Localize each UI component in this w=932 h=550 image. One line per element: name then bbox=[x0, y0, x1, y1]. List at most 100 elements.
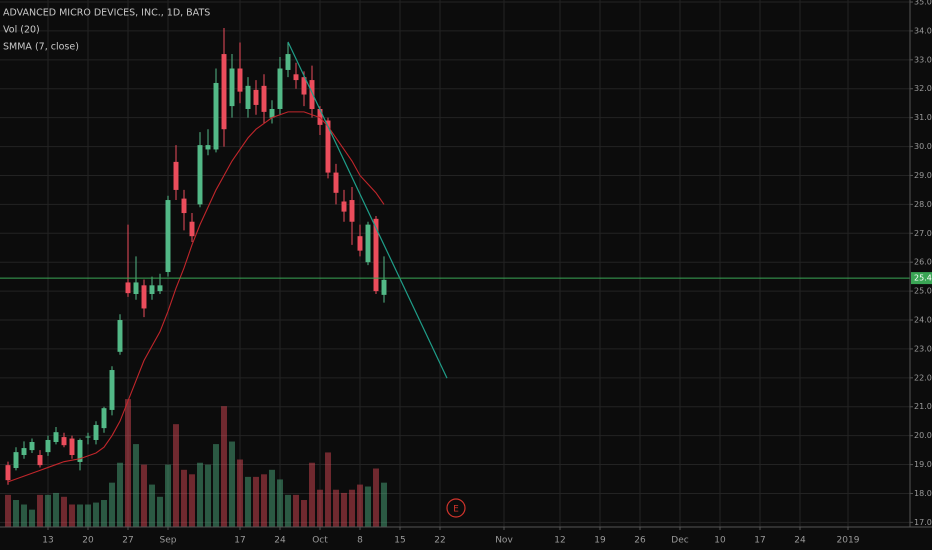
x-tick-label: 20 bbox=[82, 536, 94, 546]
volume-bar bbox=[213, 444, 219, 527]
legend-volume: Vol (20) bbox=[3, 25, 40, 36]
candle-body bbox=[309, 80, 315, 109]
candle-body bbox=[45, 439, 51, 453]
volume-bar bbox=[261, 474, 267, 527]
volume-bar bbox=[269, 469, 275, 527]
candle-body bbox=[293, 74, 299, 81]
candle-body bbox=[373, 218, 379, 292]
volume-bar bbox=[349, 489, 355, 527]
smma-line bbox=[7, 111, 385, 483]
volume-bar bbox=[173, 424, 179, 527]
volume-bar bbox=[141, 464, 147, 527]
candle-body bbox=[269, 108, 275, 118]
legend-symbol: ADVANCED MICRO DEVICES, INC., 1D, BATS bbox=[3, 8, 210, 19]
candle-body bbox=[21, 448, 27, 456]
y-tick-label: 25.00 bbox=[914, 287, 932, 296]
candle-body bbox=[285, 54, 291, 70]
volume-bar bbox=[13, 500, 19, 527]
volume-bar bbox=[93, 502, 99, 527]
candle-body bbox=[85, 436, 91, 438]
candle-body bbox=[133, 282, 139, 294]
y-tick-label: 18.00 bbox=[914, 489, 932, 498]
volume-bar bbox=[293, 494, 299, 527]
candle-body bbox=[317, 108, 323, 125]
x-tick-label: 10 bbox=[714, 536, 726, 546]
volume-bar bbox=[117, 462, 123, 527]
last-price-tag bbox=[911, 272, 932, 285]
candle-body bbox=[125, 282, 131, 294]
volume-bar bbox=[285, 494, 291, 527]
candle-body bbox=[101, 408, 107, 429]
volume-bar bbox=[181, 469, 187, 527]
candle-body bbox=[253, 89, 259, 105]
candle-body bbox=[149, 285, 155, 294]
x-tick-label: Oct bbox=[312, 536, 328, 546]
candle-body bbox=[181, 198, 187, 214]
x-tick-label: 27 bbox=[122, 536, 133, 546]
volume-bar bbox=[133, 444, 139, 527]
volume-bar bbox=[245, 476, 251, 527]
y-tick-label: 28.00 bbox=[914, 200, 932, 209]
volume-bar bbox=[253, 476, 259, 527]
x-tick-label: Dec bbox=[671, 536, 688, 546]
y-tick-label: 35.00 bbox=[914, 0, 932, 7]
trend-line bbox=[287, 41, 448, 379]
candle-body bbox=[141, 285, 147, 309]
axes: 17.00 18.00 19.00 20.00 21.00 22.00 23.00 24.00… bbox=[42, 0, 932, 546]
candle-body bbox=[213, 82, 219, 150]
x-tick-label: 22 bbox=[434, 536, 445, 546]
y-tick-label: 29.00 bbox=[914, 171, 932, 180]
candle-body bbox=[173, 161, 179, 190]
candle-body bbox=[165, 200, 171, 273]
x-tick-label: 24 bbox=[794, 536, 806, 546]
candle-body bbox=[157, 285, 163, 292]
candle-body bbox=[237, 68, 243, 92]
candle-body bbox=[77, 439, 83, 462]
volume-bar bbox=[21, 504, 27, 527]
x-tick-label: Sep bbox=[160, 536, 177, 546]
y-tick-label: 31.00 bbox=[914, 113, 932, 122]
candle-body bbox=[365, 224, 371, 263]
volume-bar bbox=[301, 500, 307, 527]
volume-bar bbox=[5, 494, 11, 527]
volume-bar bbox=[341, 492, 347, 527]
volume-bar bbox=[333, 489, 339, 527]
x-tick-label: 26 bbox=[634, 536, 646, 546]
volume-bar bbox=[373, 468, 379, 527]
volume-bar bbox=[157, 496, 163, 527]
candle-body bbox=[333, 172, 339, 193]
volume-bar bbox=[77, 504, 83, 527]
candle-body bbox=[189, 221, 195, 237]
candle-body bbox=[349, 200, 355, 222]
y-tick-label: 30.00 bbox=[914, 142, 932, 151]
x-tick-label: Nov bbox=[495, 536, 513, 546]
volume-bar bbox=[149, 484, 155, 527]
x-tick-label: 12 bbox=[554, 536, 565, 546]
volume-bar bbox=[165, 464, 171, 527]
y-tick-label: 17.00 bbox=[914, 518, 932, 527]
candle-body bbox=[109, 370, 115, 410]
candle-body bbox=[13, 452, 19, 469]
candle-body bbox=[117, 320, 123, 352]
volume-bar bbox=[357, 484, 363, 527]
volume-bar bbox=[29, 509, 35, 527]
earnings-marker bbox=[446, 498, 466, 518]
volume-bar bbox=[125, 399, 131, 527]
candle-body bbox=[69, 438, 75, 456]
volume-bar bbox=[205, 464, 211, 527]
y-tick-label: 19.00 bbox=[914, 460, 932, 469]
candle-body bbox=[357, 236, 363, 251]
volume-bar bbox=[45, 494, 51, 527]
volume-bar bbox=[109, 482, 115, 527]
volume-bar bbox=[37, 494, 43, 527]
earnings-label: E bbox=[453, 505, 459, 515]
x-tick-label: 17 bbox=[754, 536, 765, 546]
candle-body bbox=[205, 145, 211, 150]
volume-bar bbox=[197, 462, 203, 527]
y-tick-label: 34.00 bbox=[914, 26, 932, 35]
volume-bar bbox=[69, 504, 75, 527]
y-tick-label: 26.00 bbox=[914, 258, 932, 267]
x-tick-label: 15 bbox=[394, 536, 405, 546]
